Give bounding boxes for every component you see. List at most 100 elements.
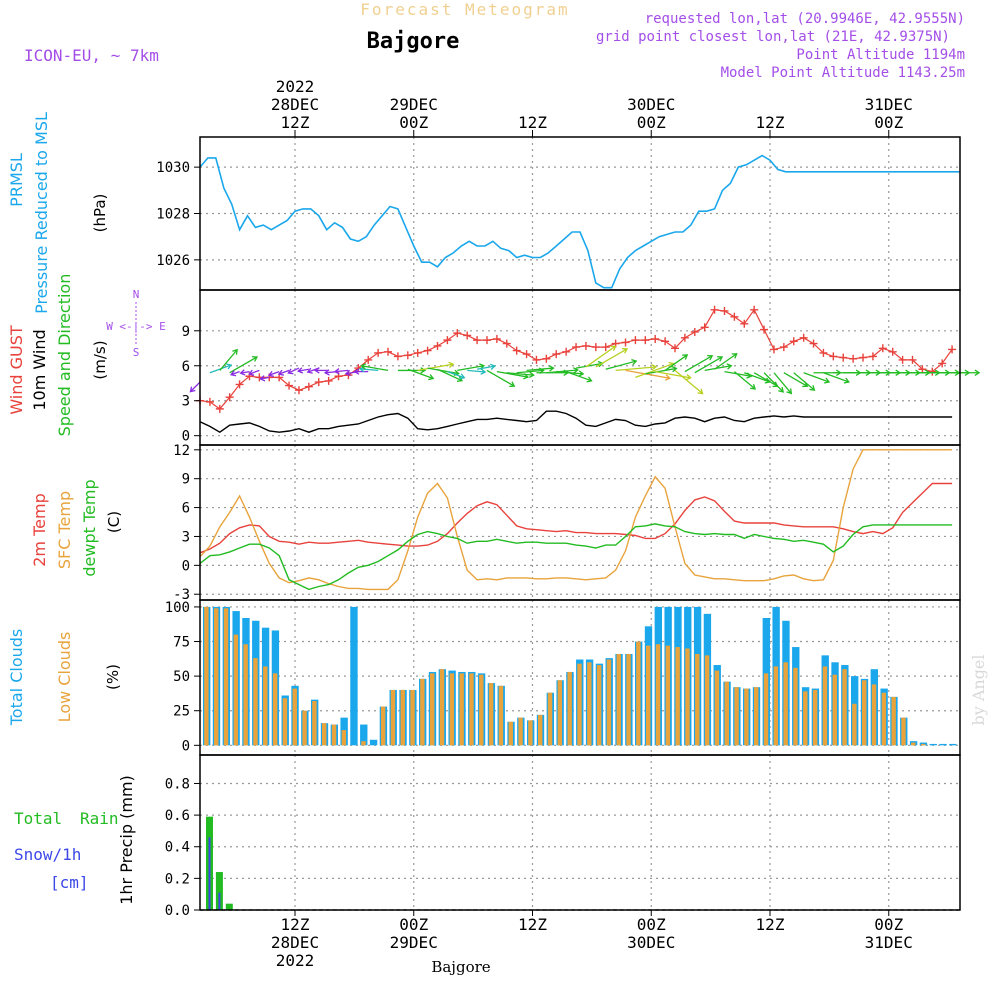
wind-direction-arrow xyxy=(635,362,674,379)
wind-gust-marker xyxy=(423,346,432,355)
low-cloud-bar xyxy=(753,687,759,746)
wind-10m-label: 10m Wind xyxy=(30,329,49,410)
wind-gust-marker xyxy=(809,339,818,348)
temp-2m-label: 2m Temp xyxy=(30,493,49,567)
y-tick-label: 3 xyxy=(182,529,190,545)
model-label: ICON-EU, ~ 7km xyxy=(24,46,159,65)
low-cloud-bar xyxy=(361,741,366,746)
low-cloud-bar xyxy=(223,608,229,746)
total-cloud-bar xyxy=(939,743,947,746)
wind-gust-marker xyxy=(631,336,640,345)
wind-gust-marker xyxy=(403,351,412,360)
wind-gust-marker xyxy=(789,337,798,346)
y-tick-label: 25 xyxy=(173,704,190,720)
low-cloud-bar xyxy=(508,721,513,746)
wind-direction-arrow xyxy=(744,372,770,383)
total-cloud-bar xyxy=(360,724,368,746)
low-cloud-bar xyxy=(341,730,347,746)
low-cloud-bar xyxy=(655,644,661,746)
compass-north: N xyxy=(133,288,140,301)
wind-arrow-head xyxy=(697,388,704,395)
wind-gust-marker xyxy=(393,352,402,361)
y-tick-label: 6 xyxy=(182,359,190,375)
low-cloud-bar xyxy=(263,666,268,746)
low-cloud-bar xyxy=(626,653,631,746)
wind-direction-arrow xyxy=(575,362,603,369)
wind-direction-arrow xyxy=(334,369,349,373)
wind-gust-marker xyxy=(374,348,383,357)
low-cloud-bar xyxy=(567,671,572,746)
y-tick-label: 6 xyxy=(182,501,190,517)
wind-gust-marker xyxy=(700,323,709,332)
grid-layer xyxy=(200,137,960,911)
wind-arrow-head xyxy=(731,353,738,359)
wind-arrow-head xyxy=(489,363,497,370)
low-cloud-bar xyxy=(410,689,415,746)
wind-direction-arrow xyxy=(546,369,578,374)
wind-gust-marker xyxy=(482,336,491,345)
low-cloud-bar xyxy=(665,645,671,746)
bottom-time-label: 12Z xyxy=(756,915,785,934)
low-cloud-bar xyxy=(429,673,435,746)
wind-gust-marker xyxy=(760,325,769,334)
low-cloud-bar xyxy=(636,641,641,746)
wind-direction-arrow xyxy=(189,381,201,393)
total-cloud-bar xyxy=(350,606,358,746)
wind-gust-marker xyxy=(433,341,442,350)
wind-direction-arrow xyxy=(763,372,784,393)
wind-arrow-head xyxy=(750,383,756,390)
wind-direction-arrow xyxy=(476,365,495,370)
low-cloud-bar xyxy=(783,662,788,746)
top-time-label: 12Z xyxy=(756,113,785,132)
wind-gust-marker xyxy=(671,344,679,353)
wind-direction-arrow xyxy=(268,370,280,376)
low-cloud-bar xyxy=(233,634,239,746)
low-cloud-bar xyxy=(449,673,455,746)
y-tick-label: 9 xyxy=(182,324,190,340)
low-cloud-bar xyxy=(272,673,278,746)
wind-gust-marker xyxy=(413,348,422,357)
temp-sfc-label: SFC Temp xyxy=(55,491,74,569)
wind-arrow-head xyxy=(428,374,435,381)
wind-direction-arrow xyxy=(288,367,300,374)
wind-arrow-head xyxy=(226,363,233,370)
wind-arrow-head xyxy=(189,386,196,393)
top-time-label: 12Z xyxy=(518,113,547,132)
wind-arrow-head xyxy=(448,361,455,369)
low-cloud-bar xyxy=(253,658,258,746)
wind-arrow-head xyxy=(287,368,294,375)
wind-gust-marker xyxy=(215,404,224,413)
snow-label: Snow/1h xyxy=(14,845,81,864)
top-time-label: 28DEC xyxy=(271,95,319,114)
panel-frame xyxy=(199,444,961,601)
low-cloud-bar xyxy=(528,720,533,746)
wind-gust-marker xyxy=(294,386,303,395)
snow-unit: [cm] xyxy=(50,873,89,892)
wind-direction-arrow xyxy=(753,372,778,387)
low-cloud-bar xyxy=(459,673,464,746)
wind-gust-marker xyxy=(453,329,462,338)
wind-gust-marker xyxy=(285,381,294,390)
low-cloud-bar xyxy=(616,653,621,746)
total-cloud-bar xyxy=(369,739,378,746)
wind-gust-marker xyxy=(918,365,927,374)
low-cloud-bar xyxy=(920,743,926,746)
bottom-time-label: 00Z xyxy=(637,915,666,934)
wind-arrow-head xyxy=(344,369,351,377)
wind-direction-arrow xyxy=(704,365,732,372)
wind-gust-marker xyxy=(621,338,630,347)
wind-arrow-head xyxy=(548,365,555,372)
wind-gust-marker xyxy=(552,350,561,359)
low-cloud-bar xyxy=(479,674,484,746)
y-tick-label: 3 xyxy=(182,394,190,410)
low-cloud-bar xyxy=(714,670,720,746)
wind-arrow-head xyxy=(778,386,785,393)
total-cloud-bar xyxy=(929,743,937,746)
wind-gust-marker xyxy=(512,346,521,355)
y-tick-label: 9 xyxy=(182,472,190,488)
wind-direction-arrow xyxy=(684,355,713,373)
wind-arrow-head xyxy=(685,373,692,381)
wind-direction-arrow xyxy=(417,363,454,372)
